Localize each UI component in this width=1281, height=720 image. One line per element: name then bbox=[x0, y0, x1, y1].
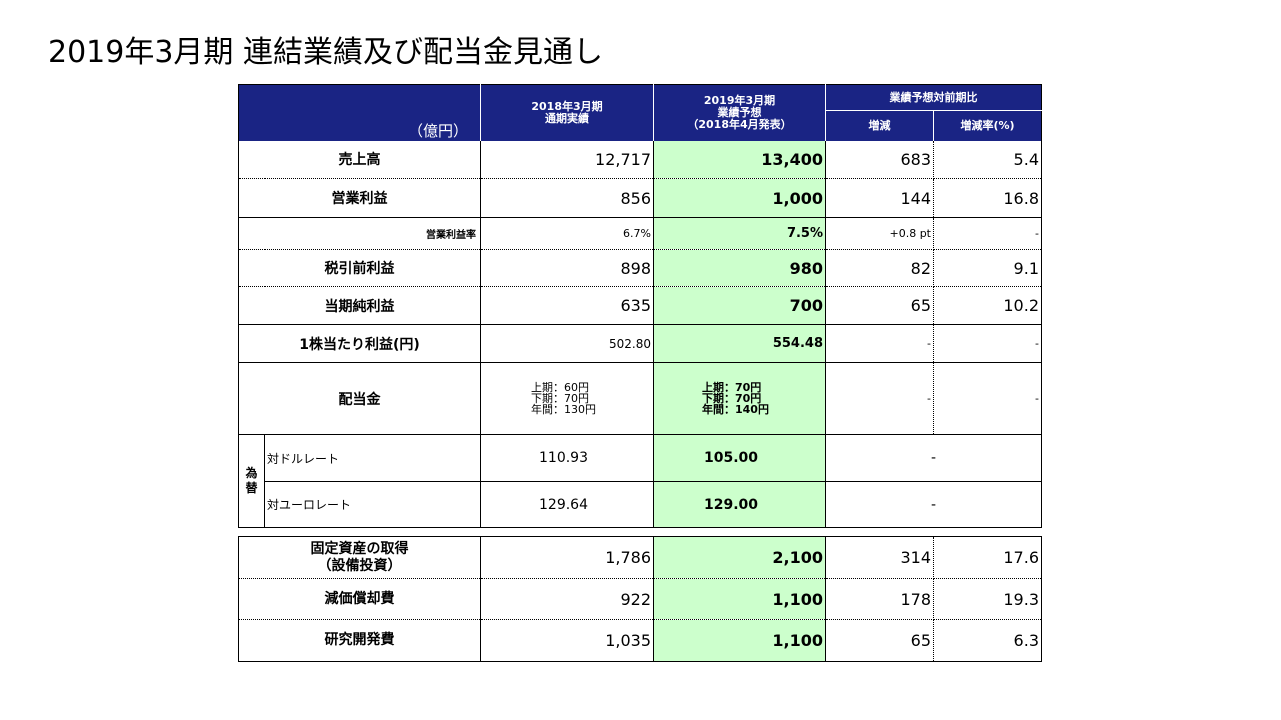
forecast-value: 980 bbox=[653, 249, 826, 287]
actual-value: 1,786 bbox=[480, 536, 654, 579]
row-label: 研究開発費 bbox=[238, 619, 481, 662]
dividend-row: 配当金 上期：60円 下期：70円 年間：130円 上期：70円 下期：70円 … bbox=[238, 362, 1042, 435]
rate-value: 17.6 bbox=[933, 536, 1042, 579]
fx-label: 対ドルレート bbox=[264, 434, 481, 482]
fx-forecast: 129.00 bbox=[653, 481, 826, 528]
actual-value: 898 bbox=[480, 249, 654, 287]
forecast-value: 1,100 bbox=[653, 619, 826, 662]
header-actual-line1: 2018年3月期 bbox=[531, 99, 603, 113]
results-table: （億円） 2018年3月期 通期実績 2019年3月期 業績予想 （2018年4… bbox=[238, 84, 1042, 528]
actual-value: 635 bbox=[480, 286, 654, 325]
change-value: - bbox=[825, 324, 934, 363]
fx-label: 対ユーロレート bbox=[264, 481, 481, 528]
dividend-label: 配当金 bbox=[238, 362, 481, 435]
header-actual-line2: 通期実績 bbox=[545, 111, 589, 125]
rate-value: 19.3 bbox=[933, 578, 1042, 620]
forecast-value: 554.48 bbox=[653, 324, 826, 363]
dividend-forecast: 上期：70円 下期：70円 年間：140円 bbox=[653, 362, 826, 435]
header-change-rate: 増減率(%) bbox=[933, 110, 1042, 141]
fx-row: 対ユーロレート 129.64 129.00 - bbox=[239, 481, 1042, 528]
change-value: 82 bbox=[825, 249, 934, 287]
row-label: 営業利益 bbox=[238, 178, 481, 218]
rate-value: 9.1 bbox=[933, 249, 1042, 287]
rate-value: 6.3 bbox=[1013, 631, 1039, 650]
header-row-2: 増減 増減率(%) bbox=[239, 110, 1042, 141]
fx-side-char-2: 替 bbox=[245, 481, 258, 495]
dividend-actual-year: 年間：130円 bbox=[531, 403, 596, 416]
page-title: 2019年3月期 連結業績及び配当金見通し bbox=[48, 35, 603, 70]
unit-label: （億円） bbox=[238, 84, 481, 141]
row-label: 当期純利益 bbox=[238, 286, 481, 325]
table-row: 営業利益 856 1,000 144 16.8 bbox=[238, 178, 1042, 218]
actual-value: 12,717 bbox=[480, 140, 654, 179]
capex-table: 固定資産の取得 （設備投資） 1,786 2,100 314 17.6 減価償却… bbox=[238, 536, 1042, 662]
table-row: 固定資産の取得 （設備投資） 1,786 2,100 314 17.6 bbox=[238, 536, 1042, 579]
row-label: 営業利益率 bbox=[238, 217, 481, 250]
table-row: 1株当たり利益(円) 502.80 554.48 - - bbox=[238, 324, 1042, 363]
actual-value: 502.80 bbox=[480, 324, 654, 363]
header-compare: 業績予想対前期比 bbox=[825, 84, 1042, 111]
row-label: 税引前利益 bbox=[238, 249, 481, 287]
header-actual: 2018年3月期 通期実績 bbox=[480, 84, 654, 141]
row-label: 売上高 bbox=[238, 140, 481, 179]
dividend-actual: 上期：60円 下期：70円 年間：130円 bbox=[480, 362, 654, 435]
dividend-rate: - bbox=[933, 362, 1042, 435]
header-forecast: 2019年3月期 業績予想 （2018年4月発表） bbox=[653, 84, 826, 141]
fx-actual: 129.64 bbox=[539, 496, 588, 513]
actual-value: 922 bbox=[480, 578, 654, 620]
rate-value: 5.4 bbox=[933, 140, 1042, 179]
actual-value: 1,035 bbox=[605, 631, 651, 650]
row-label-line2: （設備投資） bbox=[317, 557, 402, 574]
header-forecast-line1: 2019年3月期 bbox=[703, 93, 776, 107]
change-value: 314 bbox=[825, 536, 934, 579]
table-row: 税引前利益 898 980 82 9.1 bbox=[238, 249, 1042, 287]
fx-forecast: 105.00 bbox=[653, 434, 826, 482]
fx-compare: - bbox=[825, 434, 1042, 482]
dividend-forecast-year: 年間：140円 bbox=[702, 403, 769, 416]
fx-row: 為 替 対ドルレート 110.93 105.00 - bbox=[238, 434, 1042, 528]
change-value: 65 bbox=[825, 619, 934, 662]
forecast-value: 1,100 bbox=[653, 578, 826, 620]
change-value: 683 bbox=[825, 140, 934, 179]
forecast-value: 1,000 bbox=[653, 178, 826, 218]
dividend-forecast-h1: 上期：70円 bbox=[702, 381, 762, 394]
dividend-forecast-h2: 下期：70円 bbox=[702, 392, 762, 405]
forecast-value: 700 bbox=[653, 286, 826, 325]
change-value: 65 bbox=[825, 286, 934, 325]
table-row: 営業利益率 6.7% 7.5% +0.8 pt - bbox=[238, 217, 1042, 250]
change-value: 178 bbox=[825, 578, 934, 620]
change-value: 144 bbox=[825, 178, 934, 218]
forecast-value: 7.5% bbox=[653, 217, 826, 250]
fx-actual: 110.93 bbox=[480, 434, 654, 482]
row-label-line1: 固定資産の取得 bbox=[310, 540, 409, 557]
header-change: 増減 bbox=[825, 110, 934, 141]
change-value: +0.8 pt bbox=[825, 217, 934, 250]
table-row: 当期純利益 635 700 65 10.2 bbox=[238, 286, 1042, 325]
table-row: 研究開発費 1,035 1,100 65 6.3 bbox=[238, 619, 1042, 662]
header-forecast-line3: （2018年4月発表） bbox=[687, 117, 792, 131]
header-forecast-line2: 業績予想 bbox=[717, 105, 762, 119]
dividend-change: - bbox=[825, 362, 934, 435]
rate-value: 10.2 bbox=[933, 286, 1042, 325]
header-row-1: （億円） 2018年3月期 通期実績 2019年3月期 業績予想 （2018年4… bbox=[238, 84, 1042, 141]
rate-value: - bbox=[933, 324, 1042, 363]
row-label: 減価償却費 bbox=[238, 578, 481, 620]
fx-side-char-1: 為 bbox=[245, 466, 258, 480]
fx-compare: - bbox=[930, 496, 937, 513]
rate-value: 16.8 bbox=[933, 178, 1042, 218]
row-label: 1株当たり利益(円) bbox=[238, 324, 481, 363]
dividend-actual-h1: 上期：60円 bbox=[531, 381, 589, 394]
rate-value: - bbox=[933, 217, 1042, 250]
fx-side-label: 為 替 bbox=[238, 434, 265, 528]
table-row: 売上高 12,717 13,400 683 5.4 bbox=[238, 140, 1042, 179]
dividend-actual-h2: 下期：70円 bbox=[531, 392, 589, 405]
actual-value: 856 bbox=[480, 178, 654, 218]
actual-value: 6.7% bbox=[480, 217, 654, 250]
forecast-value: 2,100 bbox=[653, 536, 826, 579]
row-label: 固定資産の取得 （設備投資） bbox=[238, 536, 481, 579]
forecast-value: 13,400 bbox=[653, 140, 826, 179]
table-row: 減価償却費 922 1,100 178 19.3 bbox=[238, 578, 1042, 620]
